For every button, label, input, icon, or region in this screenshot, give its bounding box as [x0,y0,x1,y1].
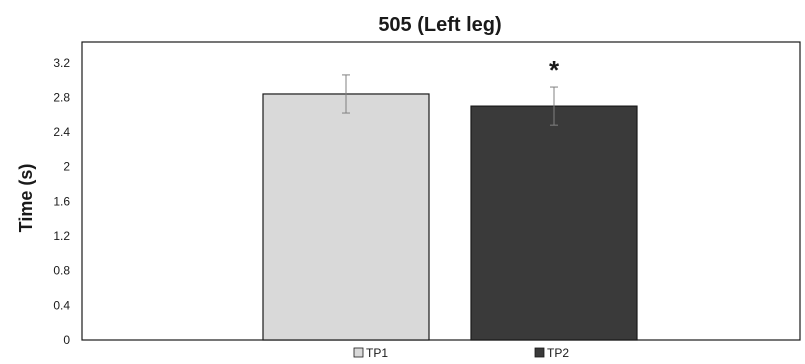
legend-label-tp1: TP1 [366,346,388,360]
significance-marker: * [549,55,560,85]
legend-swatch-tp2 [534,347,545,358]
y-tick-label: 1.2 [53,229,70,243]
y-axis-label: Time (s) [16,164,36,233]
bar-tp2 [470,105,638,341]
y-tick-label: 3.2 [53,56,70,70]
y-tick-label: 0.8 [53,264,70,278]
plot-frame [81,41,801,341]
bar-tp1 [262,93,430,341]
y-tick-label: 2.8 [53,90,70,104]
legend-label-tp2: TP2 [547,346,569,360]
y-tick-label: 0.4 [53,298,70,312]
chart-title: 505 (Left leg) [378,14,501,36]
y-tick-label: 1.6 [53,194,70,208]
legend-swatch-tp1 [353,347,364,358]
plot-area: 0 0.4 0.8 1.2 1.6 2 2.4 2.8 3.2 * TP1 TP2 [53,41,801,360]
y-tick-label: 2.4 [53,125,70,139]
y-tick-label: 0 [63,333,70,347]
y-tick-label: 2 [63,160,70,174]
